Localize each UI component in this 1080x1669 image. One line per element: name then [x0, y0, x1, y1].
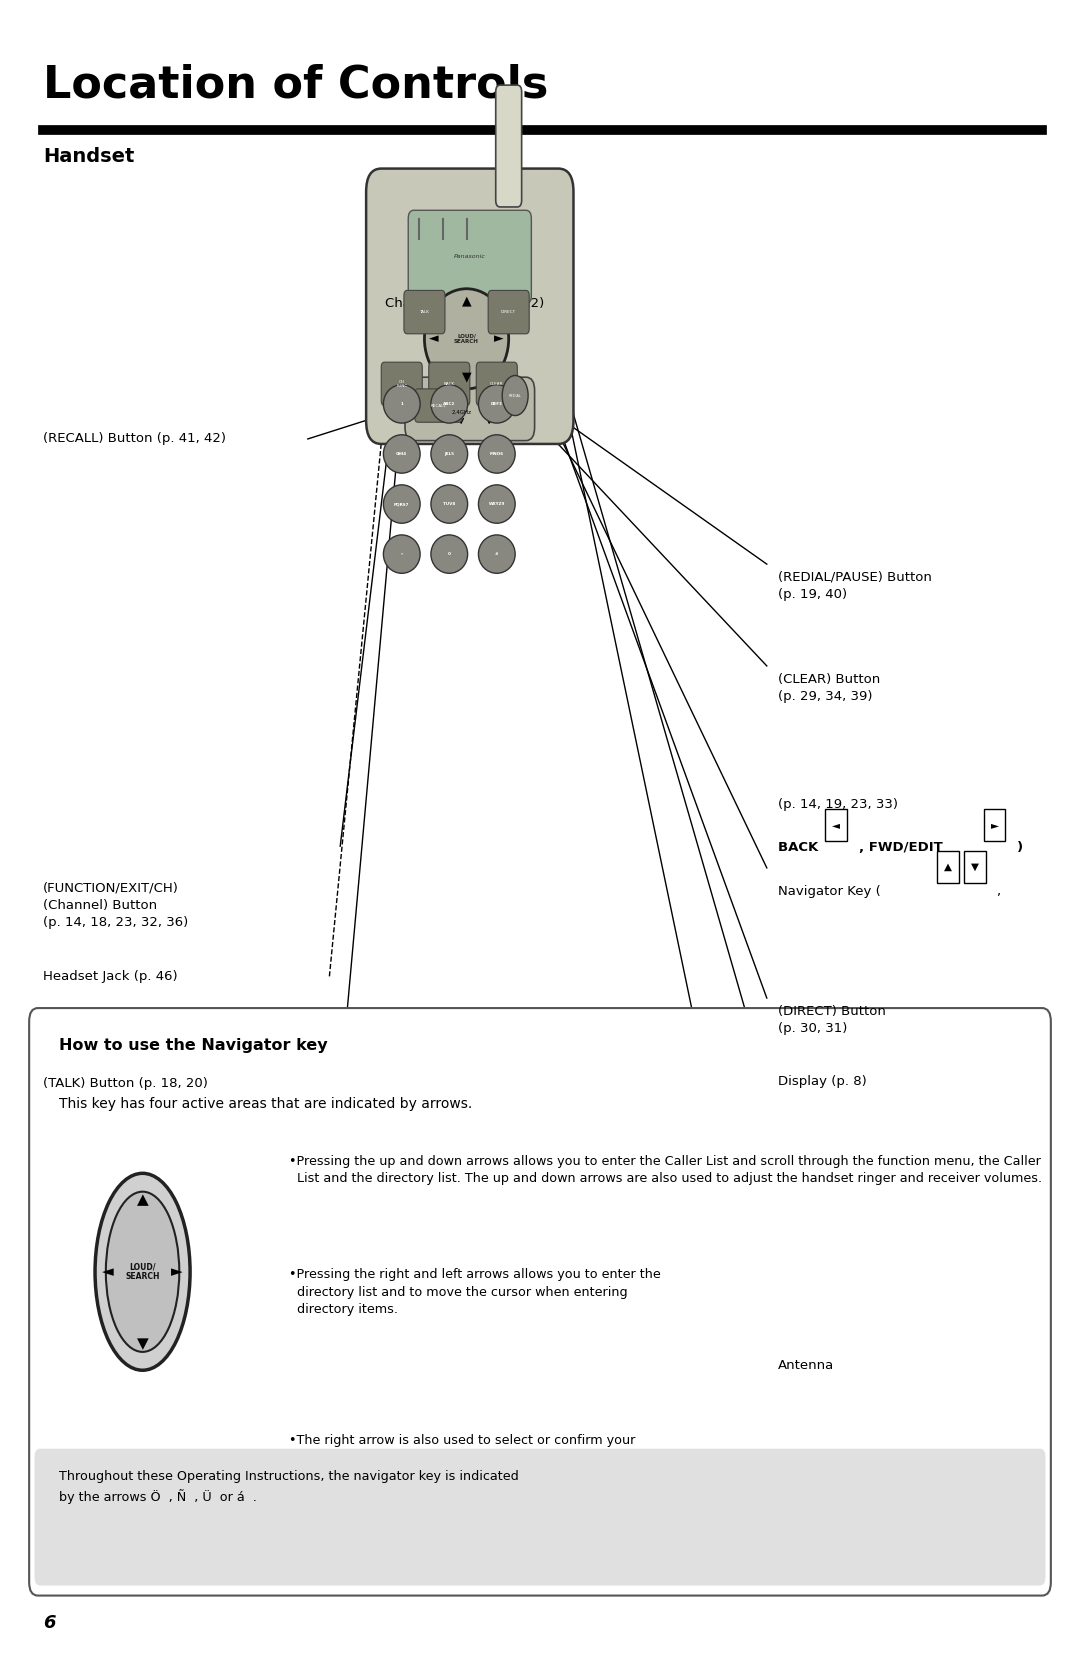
- FancyBboxPatch shape: [488, 290, 529, 334]
- Text: (RECALL) Button (p. 41, 42): (RECALL) Button (p. 41, 42): [43, 432, 226, 446]
- Text: How to use the Navigator key: How to use the Navigator key: [59, 1038, 328, 1053]
- Text: RECALL: RECALL: [431, 404, 446, 407]
- Text: •Pressing the up and down arrows allows you to enter the Caller List and scroll : •Pressing the up and down arrows allows …: [289, 1155, 1042, 1185]
- Text: Panasonic: Panasonic: [454, 254, 486, 259]
- Text: 2.4GHz: 2.4GHz: [451, 411, 471, 414]
- Text: Display (p. 8): Display (p. 8): [778, 1075, 866, 1088]
- Text: Handset: Handset: [43, 147, 135, 165]
- Ellipse shape: [478, 534, 515, 574]
- FancyBboxPatch shape: [381, 362, 422, 406]
- Text: ▼: ▼: [971, 863, 980, 871]
- Text: LOUD/
SEARCH: LOUD/ SEARCH: [125, 1262, 160, 1282]
- Ellipse shape: [431, 486, 468, 524]
- Text: BACK: BACK: [778, 841, 823, 855]
- Text: (FUNCTION/EXIT/CH)
(Channel) Button
(p. 14, 18, 23, 32, 36): (FUNCTION/EXIT/CH) (Channel) Button (p. …: [43, 881, 188, 930]
- Text: , FWD/EDIT: , FWD/EDIT: [859, 841, 943, 855]
- Ellipse shape: [431, 534, 468, 574]
- Text: ): ): [1017, 841, 1024, 855]
- FancyBboxPatch shape: [405, 377, 535, 441]
- Text: ,: ,: [996, 885, 1000, 898]
- Text: ►: ►: [990, 821, 999, 829]
- Text: TALK: TALK: [419, 310, 430, 314]
- Text: CH
FUNC: CH FUNC: [396, 379, 407, 389]
- Text: (p. 14, 19, 23, 33): (p. 14, 19, 23, 33): [778, 798, 897, 811]
- Text: GHI4: GHI4: [396, 452, 407, 456]
- FancyBboxPatch shape: [415, 389, 462, 422]
- Text: REDIAL: REDIAL: [509, 394, 522, 397]
- Text: ABC2: ABC2: [443, 402, 456, 406]
- Ellipse shape: [106, 1192, 179, 1352]
- Text: 0: 0: [448, 552, 450, 556]
- Text: ◄: ◄: [430, 332, 438, 345]
- Text: Charge Contacts (p. 12): Charge Contacts (p. 12): [384, 297, 544, 310]
- Text: MNO6: MNO6: [489, 452, 504, 456]
- Text: ►: ►: [495, 332, 503, 345]
- Ellipse shape: [383, 534, 420, 574]
- Text: Navigator Key (: Navigator Key (: [778, 885, 880, 898]
- Text: (TALK) Button (p. 18, 20): (TALK) Button (p. 18, 20): [43, 1077, 208, 1090]
- Text: ▲: ▲: [137, 1193, 148, 1207]
- Text: ►: ►: [172, 1265, 183, 1278]
- Text: (DIRECT) Button
(p. 30, 31): (DIRECT) Button (p. 30, 31): [778, 1005, 886, 1035]
- Text: ◄: ◄: [103, 1265, 113, 1278]
- Text: (REDIAL/PAUSE) Button
(p. 19, 40): (REDIAL/PAUSE) Button (p. 19, 40): [778, 571, 931, 601]
- Text: ▼: ▼: [462, 371, 471, 384]
- Text: PQRS7: PQRS7: [394, 502, 409, 506]
- FancyBboxPatch shape: [476, 362, 517, 406]
- FancyBboxPatch shape: [408, 210, 531, 304]
- Text: *: *: [401, 552, 403, 556]
- Ellipse shape: [383, 486, 420, 524]
- Text: Location of Controls: Location of Controls: [43, 63, 549, 107]
- Text: BACK: BACK: [444, 382, 455, 386]
- Ellipse shape: [424, 289, 509, 389]
- Ellipse shape: [383, 434, 420, 474]
- Ellipse shape: [478, 434, 515, 474]
- Text: 1: 1: [401, 402, 403, 406]
- Ellipse shape: [95, 1173, 190, 1370]
- Text: (CLEAR) Button
(p. 29, 34, 39): (CLEAR) Button (p. 29, 34, 39): [778, 673, 880, 703]
- Circle shape: [502, 376, 528, 416]
- Text: #: #: [495, 552, 499, 556]
- Text: WXYZ9: WXYZ9: [488, 502, 505, 506]
- Text: 6: 6: [43, 1614, 56, 1632]
- Text: This key has four active areas that are indicated by arrows.: This key has four active areas that are …: [59, 1097, 473, 1110]
- FancyBboxPatch shape: [404, 290, 445, 334]
- Ellipse shape: [431, 386, 468, 424]
- Text: ▲: ▲: [944, 863, 953, 871]
- Ellipse shape: [383, 386, 420, 424]
- Text: CLEAR: CLEAR: [490, 382, 503, 386]
- Text: •Pressing the right and left arrows allows you to enter the
  directory list and: •Pressing the right and left arrows allo…: [289, 1268, 661, 1315]
- Text: Headset Jack (p. 46): Headset Jack (p. 46): [43, 970, 178, 983]
- Text: Throughout these Operating Instructions, the navigator key is indicated
by the a: Throughout these Operating Instructions,…: [59, 1470, 519, 1504]
- FancyBboxPatch shape: [29, 1008, 1051, 1596]
- FancyBboxPatch shape: [429, 362, 470, 406]
- Text: JKL5: JKL5: [444, 452, 455, 456]
- FancyBboxPatch shape: [366, 169, 573, 444]
- Text: TUV8: TUV8: [443, 502, 456, 506]
- Text: DIRECT: DIRECT: [501, 310, 516, 314]
- FancyBboxPatch shape: [937, 851, 959, 883]
- Ellipse shape: [478, 386, 515, 424]
- Ellipse shape: [478, 486, 515, 524]
- Text: DEF3: DEF3: [491, 402, 502, 406]
- FancyBboxPatch shape: [496, 85, 522, 207]
- Text: ◄: ◄: [832, 821, 840, 829]
- FancyBboxPatch shape: [825, 809, 847, 841]
- Text: Antenna: Antenna: [778, 1359, 834, 1372]
- Text: ▼: ▼: [137, 1337, 148, 1350]
- FancyBboxPatch shape: [35, 1449, 1045, 1586]
- Text: ▲: ▲: [462, 294, 471, 307]
- FancyBboxPatch shape: [964, 851, 986, 883]
- Text: LOUD/
SEARCH: LOUD/ SEARCH: [454, 334, 480, 344]
- Ellipse shape: [431, 434, 468, 474]
- Text: •The right arrow is also used to select or confirm your
  menu choices.: •The right arrow is also used to select …: [289, 1434, 636, 1464]
- FancyBboxPatch shape: [984, 809, 1005, 841]
